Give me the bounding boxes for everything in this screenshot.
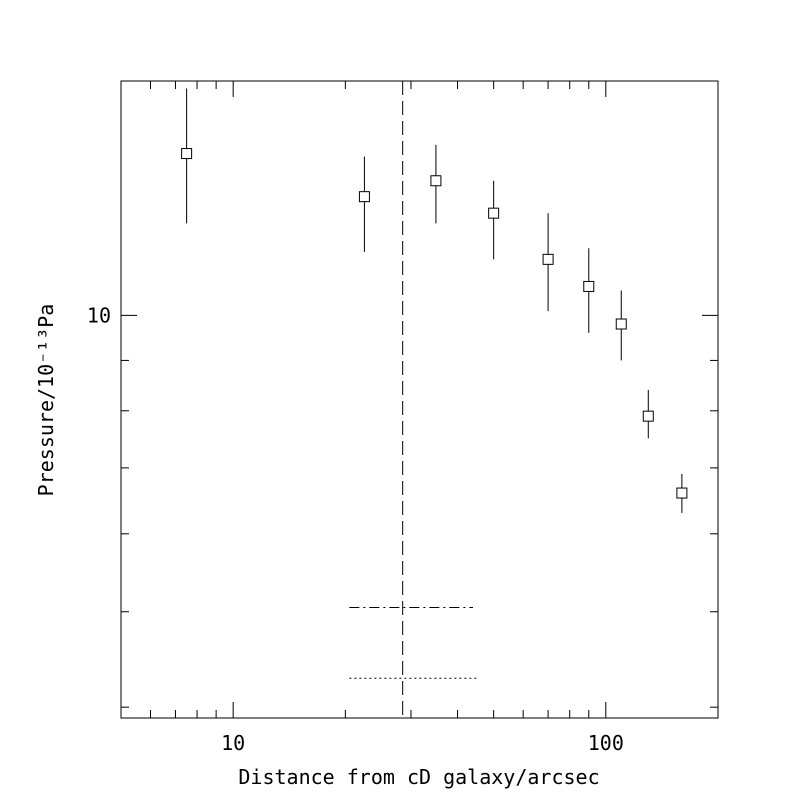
data-point bbox=[542, 253, 554, 265]
x-axis-label: Distance from cD galaxy/arcsec bbox=[238, 765, 599, 789]
tick-labels: 10 100 10 bbox=[87, 303, 624, 755]
data-point bbox=[358, 191, 370, 203]
axis-ticks bbox=[120, 81, 719, 718]
x-tick-label: 10 bbox=[221, 731, 245, 755]
data-point bbox=[583, 280, 595, 292]
y-tick-label: 10 bbox=[87, 303, 111, 327]
data-point bbox=[181, 148, 193, 160]
x-tick-label: 100 bbox=[588, 731, 624, 755]
y-axis-label: Pressure/10⁻¹³Pa bbox=[34, 304, 58, 497]
data-point bbox=[676, 487, 688, 499]
data-point bbox=[642, 410, 654, 422]
data-point bbox=[430, 175, 442, 187]
data-point bbox=[615, 318, 627, 330]
data-points bbox=[181, 88, 688, 513]
annotations bbox=[349, 81, 477, 718]
data-point bbox=[488, 207, 500, 219]
plot-frame bbox=[120, 80, 719, 719]
